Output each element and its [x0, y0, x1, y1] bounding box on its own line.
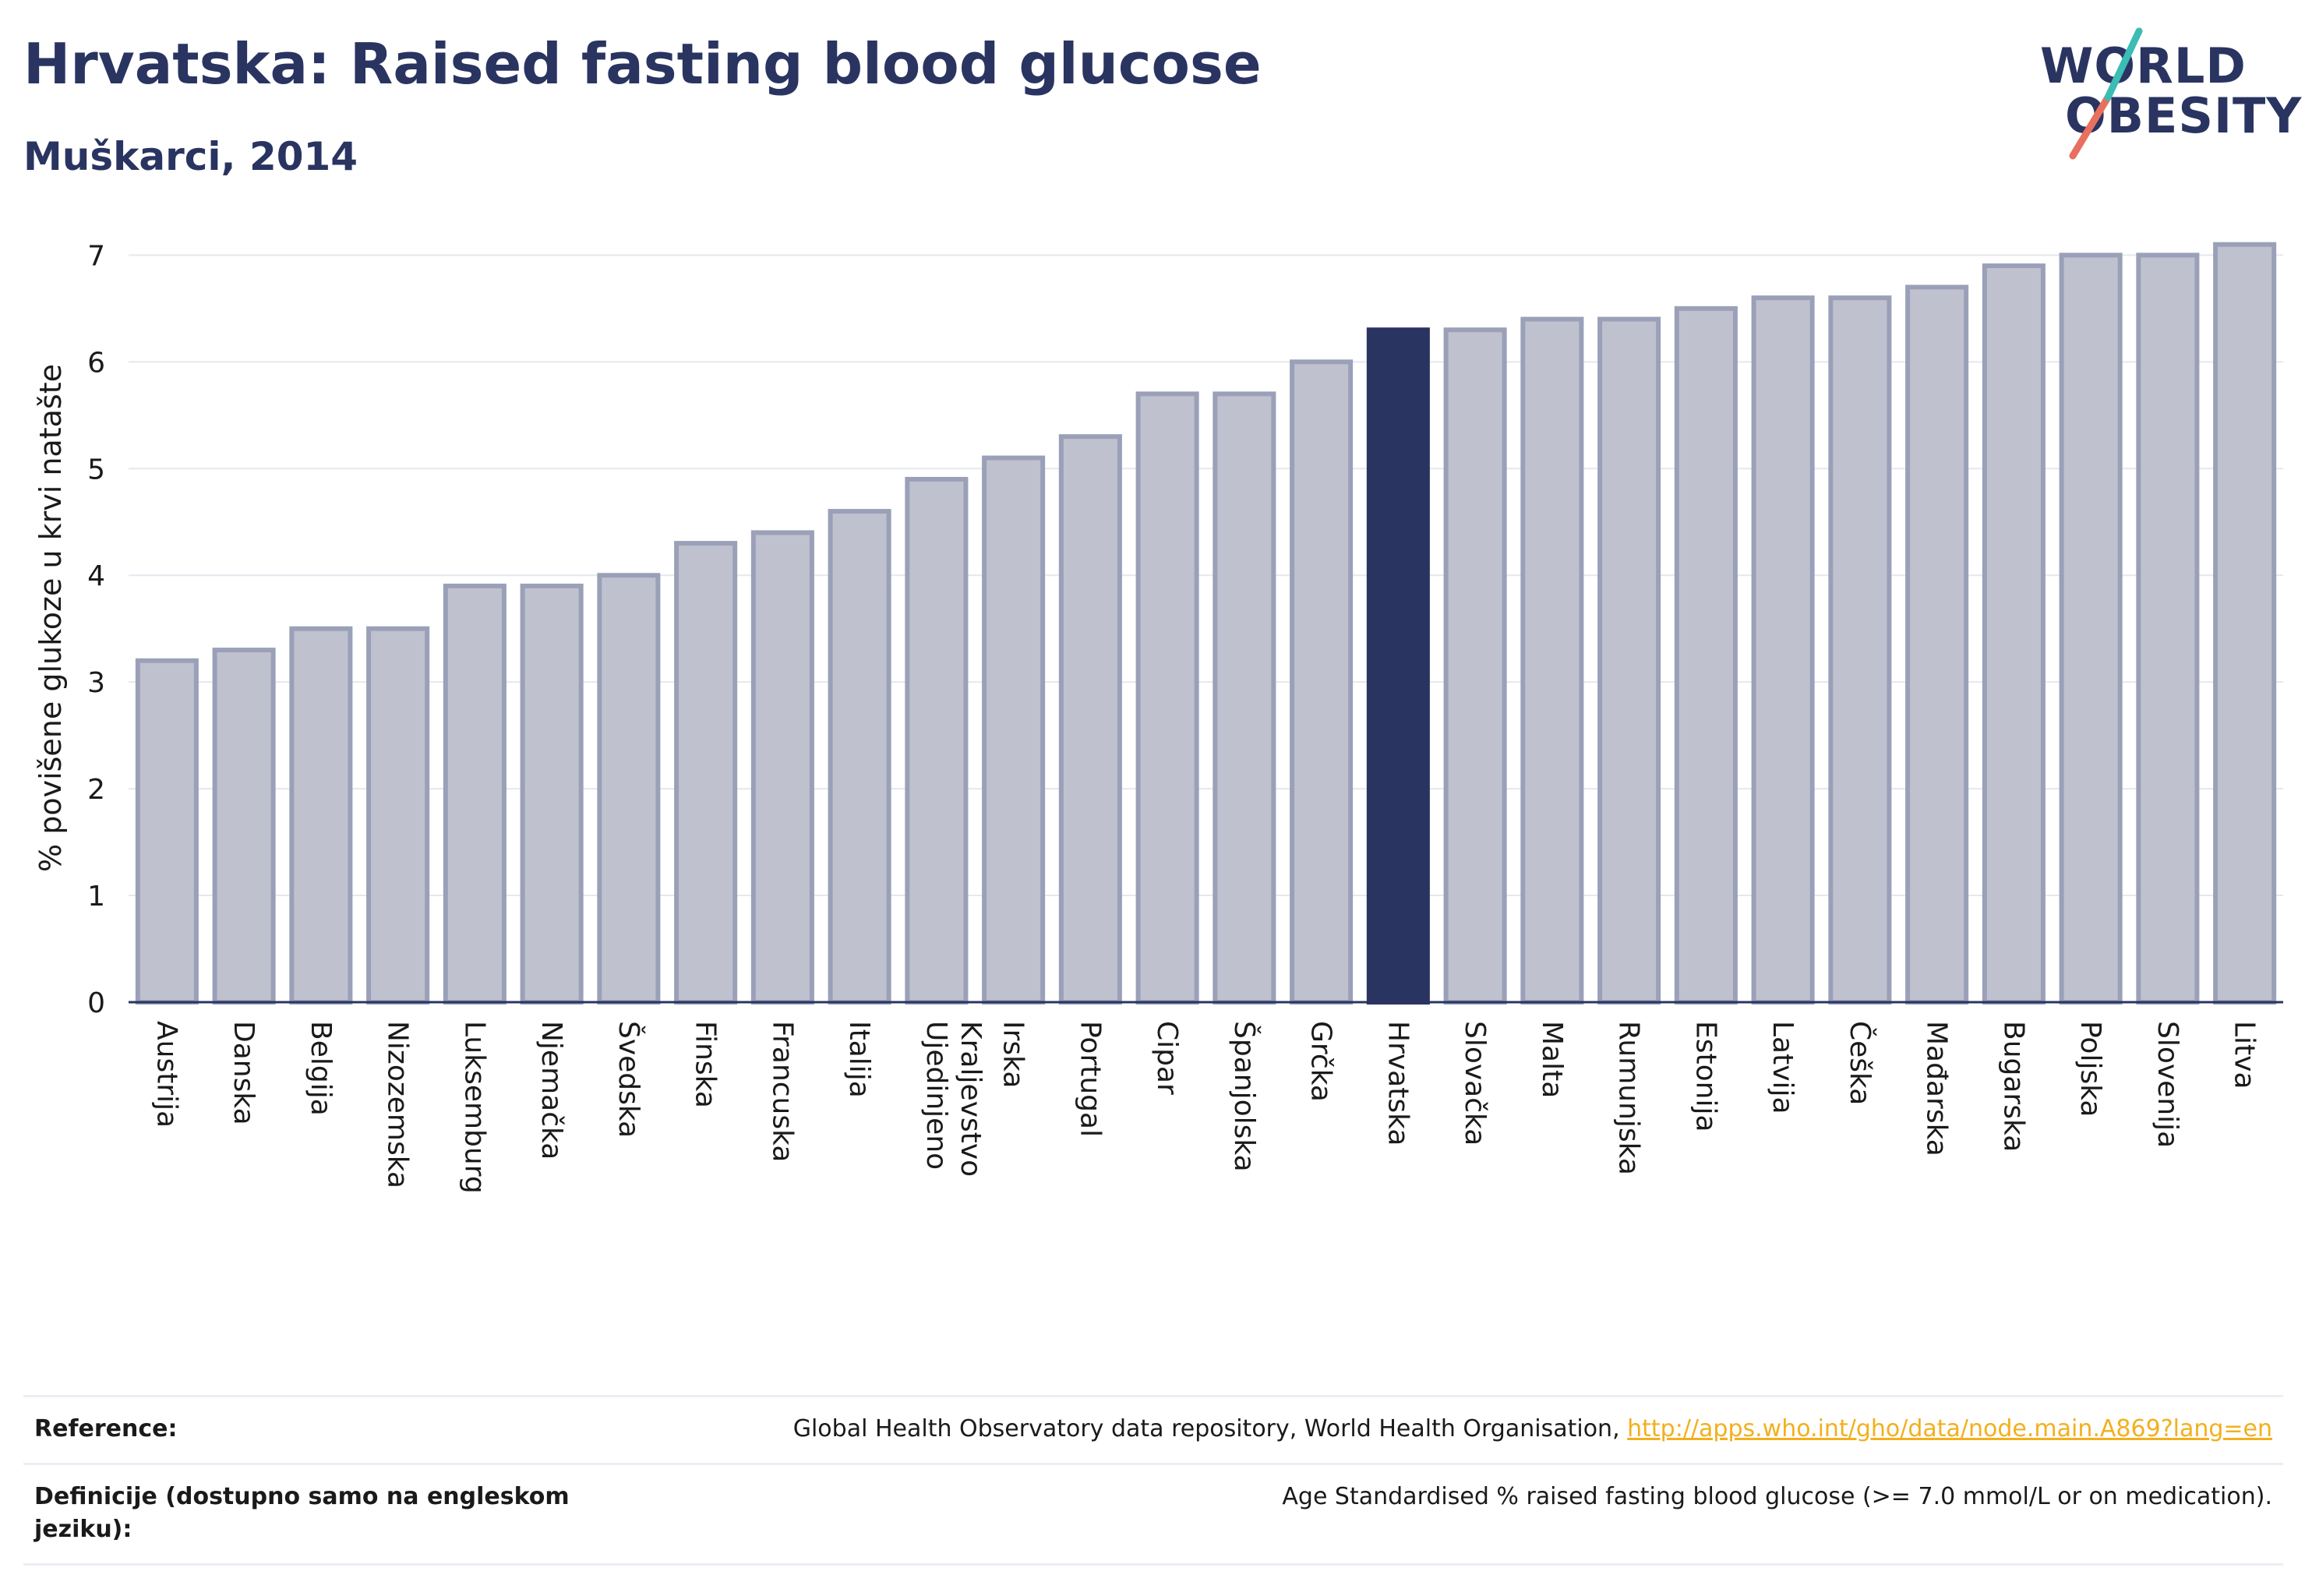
- x-tick-label: Cipar: [1151, 1021, 1183, 1095]
- bar: [1520, 316, 1584, 1005]
- bar: [2059, 252, 2123, 1005]
- x-tick-label: Danska: [228, 1021, 259, 1125]
- logo-slash-icon: [2069, 27, 2143, 160]
- x-tick-label: Bugarska: [1997, 1021, 2029, 1152]
- definition-label: Definicije (dostupno samo na engleskom j…: [34, 1483, 570, 1543]
- bar: [1905, 284, 1969, 1005]
- x-tick-label: Slovačka: [1459, 1021, 1491, 1146]
- bar: [1674, 305, 1738, 1005]
- bar-highlight: [1366, 327, 1430, 1005]
- x-tick-label: Grčka: [1305, 1021, 1337, 1102]
- x-tick-label: Irska: [997, 1021, 1029, 1088]
- x-tick-label: Slovenija: [2151, 1021, 2183, 1148]
- y-axis-ticks: 0 1 2 3 4 5 6 7: [87, 240, 105, 1019]
- x-tick-label: Rumunjska: [1613, 1021, 1645, 1175]
- bar: [1135, 391, 1199, 1005]
- x-tick-label: Švedska: [612, 1021, 645, 1138]
- x-tick-label: Mađarska: [1921, 1021, 1953, 1156]
- x-tick-label: Italija: [843, 1021, 875, 1098]
- x-tick-label: Finska: [690, 1021, 722, 1108]
- bar: [1213, 391, 1276, 1005]
- x-tick-label: Malta: [1536, 1021, 1568, 1098]
- bar: [212, 648, 276, 1005]
- bar: [905, 476, 969, 1005]
- bar: [2213, 242, 2277, 1005]
- x-tick-label: Latvija: [1767, 1021, 1798, 1114]
- x-tick-label: Belgija: [305, 1021, 337, 1116]
- definition-value: Age Standardised % raised fasting blood …: [1282, 1483, 2272, 1510]
- y-tick-label: 2: [87, 774, 105, 806]
- y-tick-label: 7: [87, 240, 105, 272]
- x-tick-label: Francuska: [766, 1021, 798, 1162]
- x-axis-labels: Austrija Danska Belgija Nizozemska Luksembur…: [150, 1021, 2260, 1194]
- bar: [828, 509, 891, 1005]
- bar: [1828, 295, 1892, 1005]
- y-tick-label: 0: [87, 987, 105, 1019]
- x-tick-label: Estonija: [1689, 1021, 1721, 1132]
- bar: [443, 583, 507, 1005]
- bar: [135, 658, 199, 1005]
- bar: [2136, 252, 2200, 1005]
- y-tick-label: 5: [87, 454, 105, 486]
- reference-value: Global Health Observatory data repositor…: [793, 1413, 2272, 1446]
- bar: [1751, 295, 1815, 1005]
- x-tick-label: Njemačka: [535, 1021, 567, 1160]
- chart-subtitle: Muškarci, 2014: [23, 134, 358, 179]
- y-axis-label: % povišene glukoze u krvi natašte: [34, 364, 68, 872]
- y-tick-label: 4: [87, 560, 105, 592]
- bar: [750, 530, 814, 1005]
- chart-title: Hrvatska: Raised fasting blood glucose: [23, 31, 1262, 97]
- reference-label: Reference:: [34, 1415, 178, 1442]
- x-tick-label: Litva: [2229, 1021, 2261, 1089]
- bars: [135, 242, 2277, 1005]
- x-tick-label: Austrija: [150, 1021, 182, 1128]
- y-tick-label: 6: [87, 347, 105, 379]
- x-tick-label: Hrvatska: [1382, 1021, 1414, 1146]
- bar: [1290, 359, 1354, 1005]
- bar: [982, 455, 1046, 1005]
- bar: [597, 573, 661, 1005]
- world-obesity-logo: WORLD OBESITY: [2034, 23, 2301, 164]
- x-tick-label: UjedinjenoKraljevstvo: [920, 1021, 987, 1177]
- bar: [674, 541, 738, 1005]
- bar: [1443, 327, 1507, 1005]
- logo-word-world: WORLD: [2040, 37, 2247, 94]
- x-tick-label: Poljska: [2074, 1021, 2106, 1118]
- bar-chart: 0 1 2 3 4 5 6 7 Austrija Danska Belgija Nizozemska…: [34, 240, 2283, 1194]
- definition-row: Definicije (dostupno samo na engleskom j…: [23, 1463, 2283, 1566]
- y-tick-label: 3: [87, 667, 105, 699]
- x-tick-label: Nizozemska: [382, 1021, 414, 1188]
- x-tick-label: Portugal: [1074, 1021, 1106, 1137]
- reference-row: Reference: Global Health Observatory dat…: [23, 1395, 2283, 1463]
- bar: [366, 626, 430, 1005]
- reference-table: Reference: Global Health Observatory dat…: [23, 1395, 2283, 1566]
- bar: [1058, 434, 1122, 1005]
- reference-link[interactable]: http://apps.who.int/gho/data/node.main.A…: [1627, 1415, 2272, 1442]
- bar: [1597, 316, 1661, 1005]
- y-tick-label: 1: [87, 881, 105, 913]
- bar: [520, 583, 584, 1005]
- x-tick-label: Češka: [1844, 1021, 1876, 1105]
- bar: [289, 626, 353, 1005]
- x-tick-label: Španjolska: [1228, 1021, 1261, 1172]
- reference-text: Global Health Observatory data repositor…: [792, 1415, 1628, 1442]
- x-tick-label: Luksemburg: [458, 1021, 490, 1194]
- bar: [1982, 263, 2046, 1005]
